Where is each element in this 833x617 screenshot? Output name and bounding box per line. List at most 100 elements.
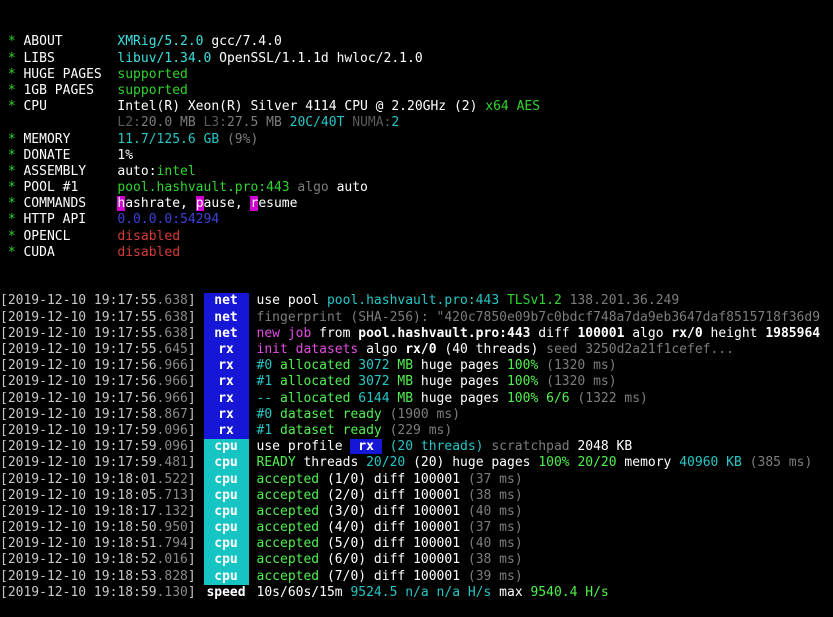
- log-part-4: (39 ms): [460, 568, 523, 584]
- log-part-2: diff: [366, 536, 414, 552]
- log-part-3: 100001: [413, 503, 461, 519]
- log-part-5: 100%: [506, 390, 539, 406]
- command-hotkey-h[interactable]: h: [117, 196, 126, 212]
- log-timestamp: [2019-12-10 19:18:05: [0, 487, 157, 503]
- terminal-window[interactable]: * ABOUT XMRig/5.2.0 gcc/7.4.0 * LIBS lib…: [0, 0, 833, 599]
- bullet-icon: *: [0, 244, 24, 260]
- log-part-4: 100001: [577, 325, 625, 341]
- bullet-icon: *: [0, 180, 24, 196]
- log-part-7: (1322 ms): [569, 390, 648, 406]
- log-part-6: rx/0: [671, 325, 703, 341]
- banner-row-cpu-cache: L2:20.0 MB L3:27.5 MB 20C/40T NUMA:2: [0, 115, 833, 131]
- log-timestamp: [2019-12-10 19:17:55: [0, 309, 157, 325]
- log-part-3: MB: [389, 390, 414, 406]
- log-tag-cpu: cpu: [203, 503, 249, 521]
- log-part-1: (2/0): [319, 487, 367, 503]
- log-timestamp-ms: .016: [156, 552, 188, 568]
- cpu-model: Intel(R) Xeon(R) Silver 4114 CPU @ 2.20G…: [117, 99, 447, 115]
- log-part-1: (7/0): [319, 568, 367, 584]
- log-timestamp: [2019-12-10 19:18:53: [0, 568, 157, 584]
- log-tag-rx: rx: [203, 358, 249, 375]
- log-timestamp: [2019-12-10 19:17:55: [0, 325, 157, 341]
- log-part-4: huge pages: [413, 358, 507, 374]
- log-part-2: diff: [366, 568, 414, 584]
- log-part-1: pool.hashvault.pro:443: [326, 293, 500, 309]
- http-api-value: 0.0.0.0:54294: [117, 212, 220, 228]
- log-part-3: (20 threads): [389, 439, 484, 455]
- banner-label-gb-pages: 1GB PAGES: [23, 82, 118, 98]
- command-label-r[interactable]: esume: [258, 196, 298, 212]
- banner-row-donate: * DONATE 1%: [0, 148, 833, 164]
- log-tag-cpu: cpu: [203, 455, 249, 472]
- banner-label-donate: DONATE: [23, 147, 118, 163]
- log-part-4: huge pages: [444, 455, 539, 471]
- log-timestamp-ms: .638: [156, 309, 188, 325]
- log-part-1: (6/0): [319, 552, 367, 568]
- log-part-8: (385 ms): [741, 455, 813, 471]
- log-tag-cpu: cpu: [203, 487, 249, 504]
- log-timestamp: [2019-12-10 19:17:56: [0, 390, 157, 406]
- log-part-6: memory: [616, 455, 680, 471]
- log-part-3: (40 threads): [436, 342, 539, 357]
- log-timestamp: [2019-12-10 19:18:51: [0, 536, 157, 552]
- log-part-0: #1: [256, 422, 273, 438]
- about-compiler: gcc/7.4.0: [211, 34, 282, 50]
- log-part-1: dataset ready: [272, 422, 382, 438]
- log-timestamp-ms: .481: [156, 455, 188, 471]
- log-part-2: [382, 439, 390, 454]
- banner-row-cpu: * CPU Intel(R) Xeon(R) Silver 4114 CPU @…: [0, 99, 833, 115]
- log-part-0: READY: [256, 455, 296, 471]
- libs-hwloc: hwloc/2.1.0: [336, 50, 423, 66]
- log-part-4: (40 ms): [460, 536, 523, 552]
- log-tag-cpu: cpu: [203, 568, 249, 585]
- log-part-0: accepted: [256, 520, 320, 536]
- log-part-2: [397, 585, 405, 600]
- bullet-icon: *: [0, 147, 24, 163]
- bullet-icon: *: [0, 66, 24, 82]
- xmrig-banner: * ABOUT XMRig/5.2.0 gcc/7.4.0 * LIBS lib…: [0, 34, 833, 261]
- log-part-0: 10s/60s/15m: [256, 584, 351, 600]
- log-part-2: 6144: [358, 390, 390, 406]
- log-part-0: use pool: [256, 293, 327, 309]
- log-timestamp-ms: .828: [156, 568, 188, 584]
- command-hotkey-p[interactable]: p: [195, 196, 204, 212]
- log-part-0: init datasets: [256, 342, 359, 357]
- log-part-3: TLSv1.2: [506, 293, 562, 309]
- banner-row-gb-pages: * 1GB PAGES supported: [0, 83, 833, 99]
- log-row: [2019-12-10 19:18:59.130] speed 10s/60s/…: [0, 584, 609, 600]
- log-part-0: --: [256, 390, 273, 406]
- cpu-arch: x64: [485, 99, 509, 115]
- log-row: [2019-12-10 19:17:56.966] rx #0 allocate…: [0, 358, 617, 375]
- command-label-h[interactable]: ashrate: [125, 196, 181, 212]
- about-version: XMRig/5.2.0: [117, 34, 204, 50]
- log-part-4: seed 3250d2a21f1cefef...: [538, 342, 734, 357]
- log-row: [2019-12-10 19:18:05.713] cpu accepted (…: [0, 487, 523, 504]
- pool-algo-value: auto: [336, 180, 368, 196]
- log-timestamp: [2019-12-10 19:17:55: [0, 342, 157, 357]
- log-part-1: allocated: [272, 390, 359, 406]
- log-part-0: accepted: [256, 552, 320, 568]
- log-part-1: threads: [295, 455, 367, 471]
- banner-label-libs: LIBS: [23, 50, 118, 66]
- log-timestamp: [2019-12-10 19:17:59: [0, 439, 157, 455]
- banner-label-huge-pages: HUGE PAGES: [23, 66, 118, 82]
- log-part-2: diff: [366, 552, 414, 568]
- log-part-3: n/a n/a: [405, 584, 461, 600]
- cpu-numa-label: NUMA:: [352, 115, 392, 131]
- log-part-5: algo: [624, 325, 672, 341]
- command-hotkey-r[interactable]: r: [250, 196, 259, 212]
- log-tag-cpu: cpu: [203, 552, 249, 569]
- bullet-icon: *: [0, 212, 24, 228]
- log-timestamp: [2019-12-10 19:18:59: [0, 584, 157, 600]
- log-part-4: (38 ms): [460, 487, 523, 503]
- log-part-6: (1320 ms): [538, 374, 617, 390]
- log-part-2: [499, 293, 507, 308]
- log-row: [2019-12-10 19:17:59.096] cpu use profil…: [0, 439, 633, 456]
- log-part-8: 1985964: [765, 325, 821, 341]
- bullet-icon: *: [0, 50, 24, 66]
- log-part-7: height: [702, 325, 766, 341]
- log-timestamp: [2019-12-10 19:17:56: [0, 358, 157, 374]
- command-label-p[interactable]: ause: [203, 196, 235, 212]
- cpu-sockets: (2): [453, 99, 478, 115]
- log-part-2: (1900 ms): [381, 406, 461, 422]
